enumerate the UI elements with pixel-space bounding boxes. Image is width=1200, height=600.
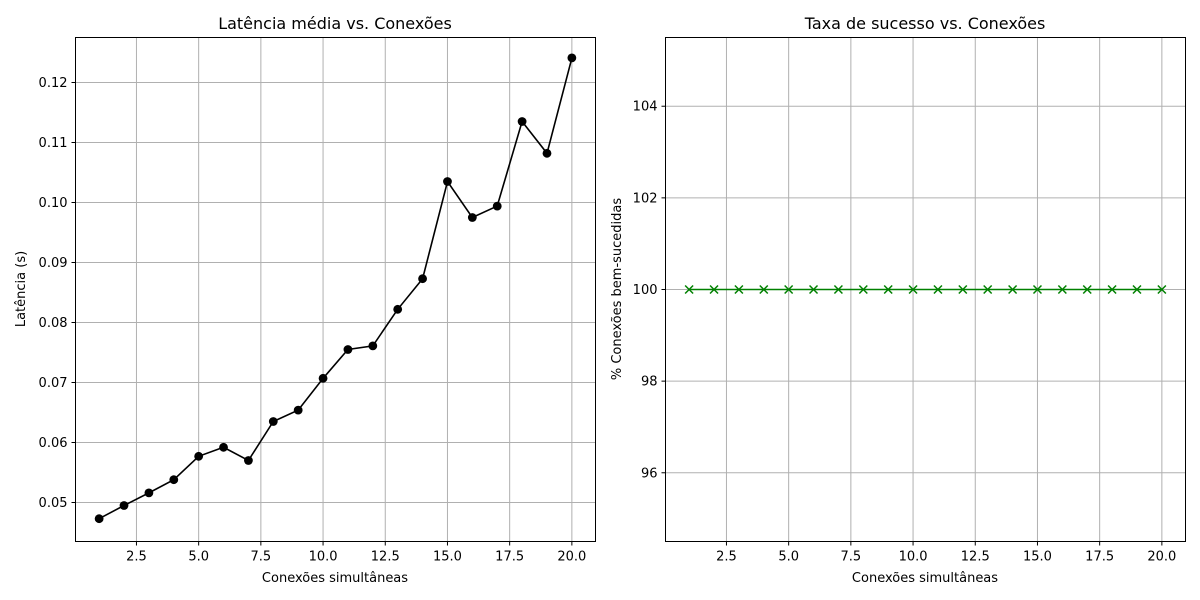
data-point <box>268 417 278 426</box>
data-point <box>759 284 769 295</box>
data-point <box>318 373 328 383</box>
data-point <box>293 405 303 415</box>
chart-title: Taxa de sucesso vs. Conexões <box>804 14 1046 33</box>
x-tick-label: 10.0 <box>309 550 338 565</box>
data-point <box>169 475 179 485</box>
data-point <box>958 284 968 295</box>
x-tick-label: 17.5 <box>1085 550 1114 565</box>
data-point <box>393 304 403 314</box>
y-tick-label: 100 <box>633 283 658 298</box>
data-point <box>833 284 843 295</box>
grid <box>75 37 596 542</box>
data-point <box>1082 284 1092 295</box>
data-point <box>443 177 452 186</box>
data-point <box>1107 284 1117 295</box>
x-tick-label: 5.0 <box>778 550 799 565</box>
x-tick-label: 15.0 <box>1023 550 1052 565</box>
data-point <box>467 213 477 222</box>
data-point <box>119 501 129 510</box>
x-tick-label: 15.0 <box>433 550 462 565</box>
y-tick-label: 96 <box>641 466 658 481</box>
data-point <box>1132 284 1142 295</box>
data-point <box>1032 284 1042 295</box>
data-point <box>343 345 353 354</box>
data-point <box>94 514 104 524</box>
x-tick-label: 2.5 <box>716 550 737 565</box>
y-tick-label: 0.05 <box>39 496 68 511</box>
data-point <box>933 284 943 295</box>
data-point <box>542 148 552 158</box>
x-axis-label: Conexões simultâneas <box>262 571 408 586</box>
success-rate-chart: Taxa de sucesso vs. Conexões 2.5 5.0 7.5 10… <box>610 14 1186 586</box>
y-axis-label: % Conexões bem-sucedidas <box>610 198 625 381</box>
y-tick-label: 0.10 <box>39 196 68 211</box>
ticks: 2.5 5.0 7.5 10.0 12.5 15.0 17.5 20.0 0.05 0.06 0.0… <box>39 76 587 565</box>
series-line <box>98 57 573 520</box>
plot-frame <box>75 37 596 542</box>
x-tick-label: 20.0 <box>1147 550 1176 565</box>
data-point <box>883 284 893 295</box>
data-point <box>1157 284 1167 295</box>
x-tick-label: 10.0 <box>899 550 928 565</box>
x-tick-label: 7.5 <box>251 550 272 565</box>
latency-chart: Latência média vs. Conexões 2.5 5.0 7.5 10.… <box>14 14 596 586</box>
y-axis-label: Latência (s) <box>14 251 29 327</box>
data-point <box>492 201 502 211</box>
data-point <box>418 274 427 284</box>
x-tick-label: 7.5 <box>841 550 862 565</box>
data-point <box>709 284 719 295</box>
data-point <box>858 284 868 295</box>
ticks: 2.5 5.0 7.5 10.0 12.5 15.0 17.5 20.0 96 98 100 102 1… <box>633 100 1177 565</box>
y-tick-label: 0.08 <box>39 316 68 331</box>
y-tick-label: 104 <box>633 100 658 115</box>
y-tick-label: 0.06 <box>39 436 68 451</box>
y-tick-label: 0.12 <box>39 76 68 91</box>
chart-title: Latência média vs. Conexões <box>218 14 452 33</box>
data-point <box>368 341 378 351</box>
x-tick-label: 20.0 <box>557 550 586 565</box>
y-tick-label: 0.09 <box>39 256 68 271</box>
x-axis-label: Conexões simultâneas <box>852 571 998 586</box>
data-point <box>567 53 577 63</box>
data-point <box>1057 284 1067 295</box>
data-point <box>684 284 694 295</box>
data-point <box>784 284 794 295</box>
data-point <box>517 117 527 126</box>
data-point <box>809 284 819 295</box>
data-point <box>734 284 744 295</box>
data-points <box>94 53 577 524</box>
data-point <box>983 284 993 295</box>
x-tick-label: 5.0 <box>188 550 209 565</box>
x-tick-label: 2.5 <box>126 550 147 565</box>
data-point <box>1008 284 1018 295</box>
y-tick-label: 0.07 <box>39 376 68 391</box>
data-point <box>908 284 918 295</box>
data-point <box>144 488 154 498</box>
y-tick-label: 102 <box>633 191 658 206</box>
y-tick-label: 0.11 <box>39 136 68 151</box>
data-point <box>244 456 253 465</box>
data-point <box>194 451 204 461</box>
x-tick-label: 12.5 <box>961 550 990 565</box>
data-points <box>684 284 1167 295</box>
x-tick-label: 17.5 <box>495 550 524 565</box>
x-tick-label: 12.5 <box>371 550 400 565</box>
data-point <box>219 442 228 452</box>
y-tick-label: 98 <box>641 375 658 390</box>
